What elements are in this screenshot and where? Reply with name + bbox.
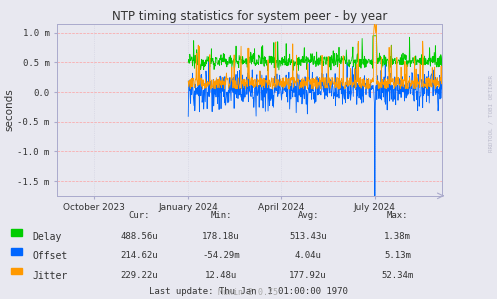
Text: -54.29m: -54.29m [202, 251, 240, 260]
Text: Last update: Thu Jan  1 01:00:00 1970: Last update: Thu Jan 1 01:00:00 1970 [149, 287, 348, 296]
Text: 1.38m: 1.38m [384, 232, 411, 241]
Text: Offset: Offset [32, 251, 68, 261]
Text: Max:: Max: [387, 211, 409, 220]
Text: RRDTOOL / TOBI OETIKER: RRDTOOL / TOBI OETIKER [489, 75, 494, 152]
Text: Avg:: Avg: [297, 211, 319, 220]
Title: NTP timing statistics for system peer - by year: NTP timing statistics for system peer - … [112, 10, 388, 23]
Text: 177.92u: 177.92u [289, 271, 327, 280]
Text: Min:: Min: [210, 211, 232, 220]
Text: Delay: Delay [32, 232, 62, 242]
Text: 178.18u: 178.18u [202, 232, 240, 241]
Text: 5.13m: 5.13m [384, 251, 411, 260]
Text: Jitter: Jitter [32, 271, 68, 280]
Text: 52.34m: 52.34m [382, 271, 414, 280]
Text: Munin 2.0.75: Munin 2.0.75 [219, 288, 278, 297]
Text: 12.48u: 12.48u [205, 271, 237, 280]
Text: 4.04u: 4.04u [295, 251, 322, 260]
Y-axis label: seconds: seconds [4, 89, 14, 131]
Text: Cur:: Cur: [128, 211, 150, 220]
Text: 229.22u: 229.22u [120, 271, 158, 280]
Text: 488.56u: 488.56u [120, 232, 158, 241]
Text: 214.62u: 214.62u [120, 251, 158, 260]
Text: 513.43u: 513.43u [289, 232, 327, 241]
